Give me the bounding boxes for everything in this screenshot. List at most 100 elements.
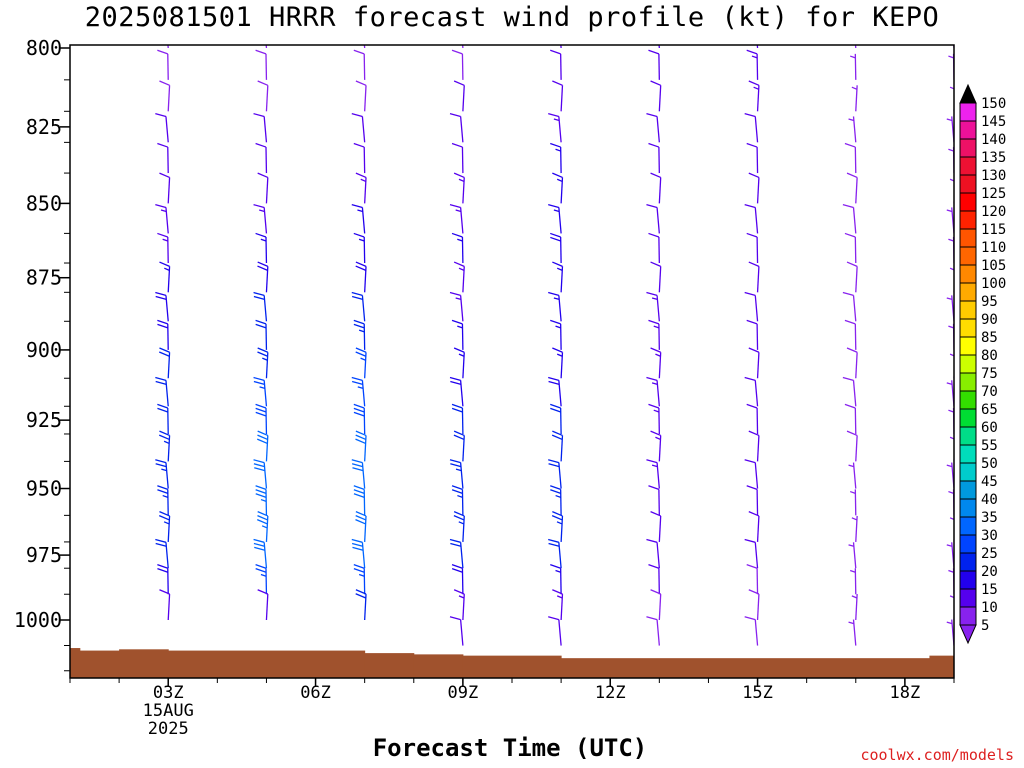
wind-barb: [155, 112, 169, 143]
wind-barb: [255, 403, 268, 434]
wind-barb: [155, 538, 169, 569]
colorbar-label: 50: [981, 456, 998, 472]
x-tick-label: 15Z: [742, 683, 773, 703]
wind-barb: [846, 347, 858, 379]
colorbar-label: 150: [981, 96, 1006, 112]
wind-barb: [351, 538, 366, 569]
colorbar-label: 100: [981, 276, 1006, 292]
wind-barb: [551, 511, 564, 542]
wind-barb: [746, 403, 759, 434]
colorbar-label: 145: [981, 114, 1006, 130]
colorbar-box: [959, 534, 977, 554]
colorbar-box: [959, 138, 977, 158]
wind-barb: [848, 619, 857, 646]
wind-barb: [948, 407, 954, 434]
wind-barb: [157, 319, 169, 350]
wind-barb: [851, 515, 858, 542]
colorbar-label: 55: [981, 438, 998, 454]
ground-segment: [70, 648, 81, 678]
wind-barb: [848, 542, 857, 569]
colorbar-box: [959, 588, 977, 608]
plot-frame: [69, 44, 955, 679]
ground-segment: [364, 653, 415, 678]
wind-barb: [159, 261, 171, 293]
wind-barb: [849, 568, 857, 595]
wind-barb: [646, 112, 660, 143]
wind-barb: [449, 112, 464, 143]
wind-barb: [748, 80, 760, 112]
wind-barb: [746, 49, 759, 80]
colorbar-label: 125: [981, 186, 1006, 202]
wind-barb: [746, 564, 759, 595]
wind-barb: [744, 376, 759, 407]
x-tick-label: 12Z: [595, 683, 626, 703]
ground-segment: [561, 658, 930, 678]
wind-barb: [255, 319, 268, 350]
wind-barb: [449, 376, 464, 407]
wind-barb: [646, 376, 660, 407]
colorbar-label: 75: [981, 366, 998, 382]
wind-barb: [746, 485, 759, 516]
colorbar-box: [959, 426, 977, 446]
wind-barb: [157, 232, 169, 264]
wind-barb: [849, 489, 857, 516]
wind-barb: [946, 542, 954, 569]
wind-barb: [748, 430, 760, 462]
wind-barb: [453, 430, 465, 462]
colorbar-box: [959, 174, 977, 194]
wind-barb: [253, 112, 268, 143]
colorbar-label: 45: [981, 474, 998, 490]
wind-barb: [449, 538, 464, 569]
wind-barb: [748, 172, 760, 204]
wind-barb: [949, 178, 954, 204]
wind-barb: [551, 430, 564, 462]
wind-barb: [650, 80, 662, 112]
wind-barb: [159, 80, 171, 112]
wind-barb: [744, 204, 759, 234]
wind-barb: [353, 485, 366, 516]
wind-barb: [157, 403, 169, 434]
wind-barb: [650, 511, 662, 542]
wind-barb: [650, 172, 662, 204]
colorbar-label: 90: [981, 312, 998, 328]
wind-barb: [648, 232, 660, 264]
wind-barb: [842, 376, 857, 407]
wind-barb: [351, 112, 366, 143]
y-tick-label: 900: [26, 338, 62, 362]
colorbar-label: 115: [981, 222, 1006, 238]
wind-barb: [548, 376, 562, 407]
wind-barb: [854, 45, 857, 49]
wind-barb: [253, 291, 268, 322]
wind-barb: [257, 261, 269, 293]
wind-barb: [453, 589, 465, 621]
wind-barb: [552, 589, 564, 621]
wind-barb: [353, 232, 366, 264]
wind-barb: [255, 564, 268, 595]
wind-barb: [658, 45, 660, 49]
wind-barb: [351, 204, 366, 234]
y-tick-label: 1000: [14, 608, 62, 632]
wind-barb: [946, 116, 954, 143]
wind-barb: [351, 459, 366, 489]
wind-barb: [949, 267, 954, 293]
wind-barb: [650, 589, 662, 621]
colorbar-max-arrow: [959, 83, 977, 104]
colorbar-box: [959, 156, 977, 176]
wind-barb: [255, 232, 268, 264]
wind-barb: [451, 485, 464, 516]
wind-barb: [748, 589, 760, 621]
wind-barb: [548, 112, 562, 143]
wind-barb: [257, 511, 269, 542]
wind-barb: [550, 49, 562, 80]
x-tick-label: 06Z: [300, 683, 331, 703]
wind-barb: [646, 459, 660, 489]
wind-barb: [748, 511, 760, 542]
wind-barb: [744, 538, 759, 569]
wind-barb: [550, 564, 562, 595]
wind-barb: [748, 261, 760, 293]
wind-barb: [844, 142, 857, 174]
x-tick-label: 03Z: [153, 683, 184, 703]
x-tick-label: 09Z: [448, 683, 479, 703]
wind-barb: [744, 459, 759, 489]
